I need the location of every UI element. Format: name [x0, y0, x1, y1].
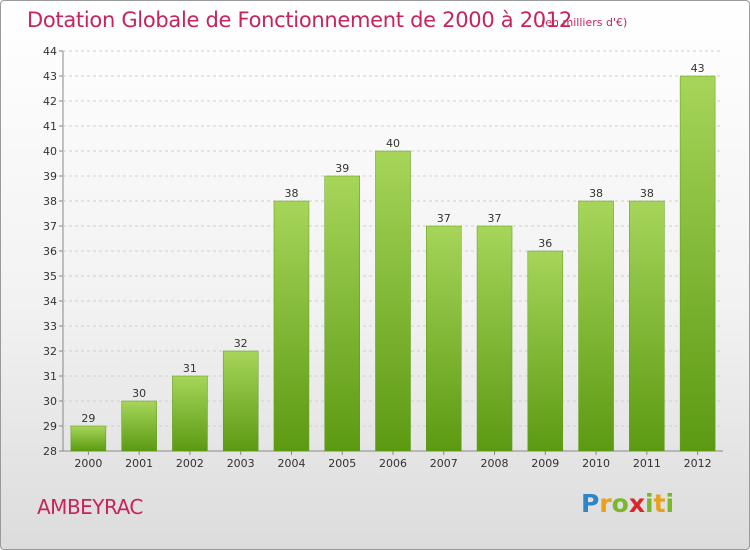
x-tick-label: 2005 — [328, 457, 356, 470]
bar — [172, 375, 208, 452]
y-tick-label: 35 — [43, 270, 57, 283]
bar — [273, 200, 310, 452]
bar — [324, 175, 360, 452]
bar — [426, 225, 462, 452]
x-tick-label: 2006 — [379, 457, 407, 470]
y-tick-label: 30 — [43, 395, 57, 408]
y-tick-label: 44 — [43, 45, 57, 58]
y-tick-label: 37 — [43, 220, 57, 233]
y-tick-label: 39 — [43, 170, 57, 183]
x-tick-label: 2002 — [176, 457, 204, 470]
y-tick-label: 42 — [43, 95, 57, 108]
bar-value-label: 32 — [234, 337, 248, 350]
x-tick-label: 2012 — [684, 457, 712, 470]
x-tick-label: 2011 — [633, 457, 661, 470]
y-tick-label: 38 — [43, 195, 57, 208]
x-tick-label: 2000 — [74, 457, 102, 470]
bar-value-label: 36 — [538, 237, 552, 250]
bar-value-label: 38 — [284, 187, 298, 200]
bar — [527, 250, 564, 452]
x-tick-label: 2004 — [277, 457, 305, 470]
bar-value-label: 37 — [488, 212, 502, 225]
y-tick-label: 31 — [43, 370, 57, 383]
bar-value-label: 43 — [691, 62, 705, 75]
y-tick-label: 28 — [43, 445, 57, 458]
x-tick-label: 2009 — [531, 457, 559, 470]
y-tick-label: 33 — [43, 320, 57, 333]
bar — [375, 150, 411, 452]
x-tick-label: 2007 — [430, 457, 458, 470]
bar-value-label: 38 — [589, 187, 603, 200]
bar — [629, 200, 665, 452]
chart-title: Dotation Globale de Fonctionnement de 20… — [27, 8, 572, 32]
y-tick-label: 34 — [43, 295, 57, 308]
y-tick-label: 40 — [43, 145, 57, 158]
y-tick-label: 32 — [43, 345, 57, 358]
proxiti-logo: Proxiti — [581, 489, 675, 518]
bar — [70, 425, 107, 452]
bar-value-label: 31 — [183, 362, 197, 375]
commune-name: AMBEYRAC — [37, 495, 143, 519]
bar-value-label: 40 — [386, 137, 400, 150]
chart-subtitle: (en milliers d'€) — [541, 16, 628, 29]
bar-value-label: 29 — [81, 412, 95, 425]
y-tick-label: 36 — [43, 245, 57, 258]
y-tick-label: 41 — [43, 120, 57, 133]
bar-value-label: 39 — [335, 162, 349, 175]
bar-value-label: 37 — [437, 212, 451, 225]
bar-value-label: 38 — [640, 187, 654, 200]
x-tick-label: 2008 — [481, 457, 509, 470]
x-tick-label: 2010 — [582, 457, 610, 470]
y-tick-label: 29 — [43, 420, 57, 433]
bar — [476, 225, 513, 452]
bar — [679, 75, 716, 452]
bar-value-label: 30 — [132, 387, 146, 400]
x-tick-label: 2003 — [227, 457, 255, 470]
bar — [222, 350, 259, 452]
bar — [121, 400, 157, 452]
x-tick-label: 2001 — [125, 457, 153, 470]
bar — [578, 200, 614, 452]
y-tick-label: 43 — [43, 70, 57, 83]
